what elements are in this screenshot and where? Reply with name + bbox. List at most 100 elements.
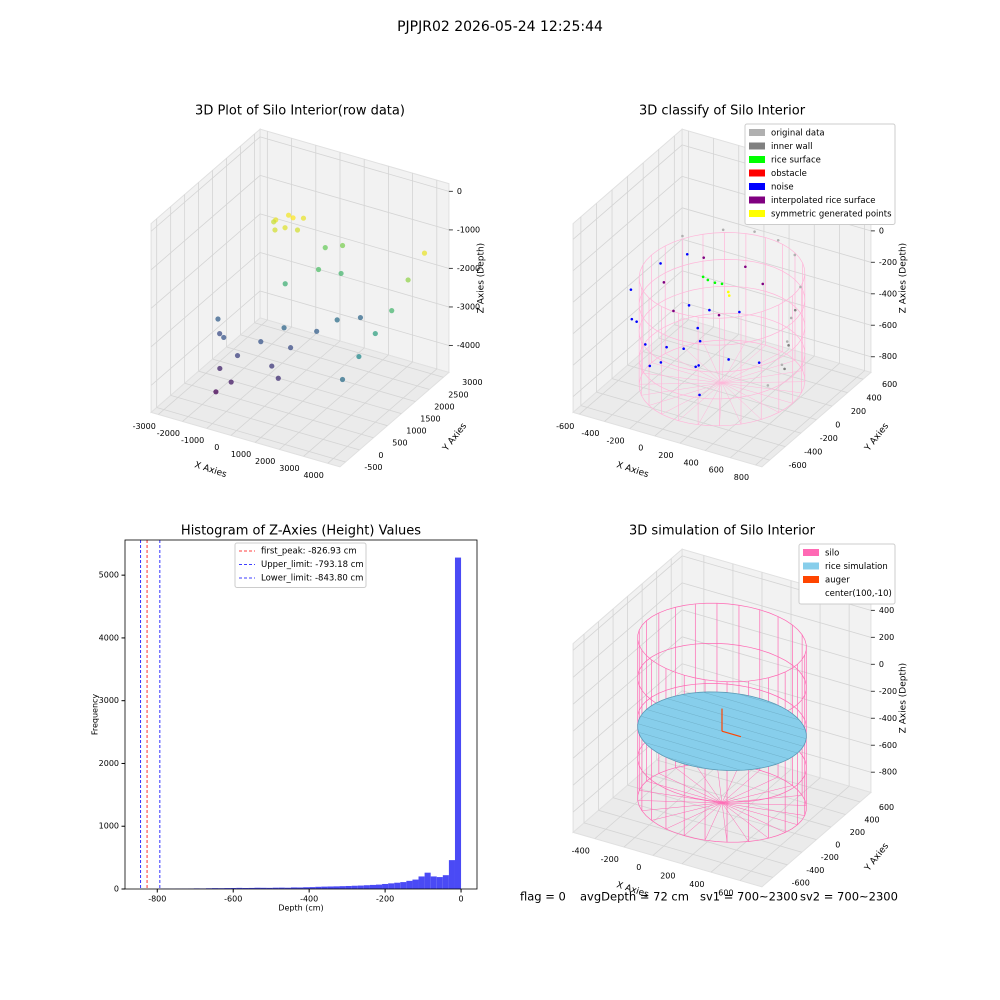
silo-floor — [642, 372, 723, 384]
x-tick-label: -800 — [148, 895, 166, 904]
legend-swatch — [749, 129, 765, 136]
x-tick-label: -400 — [300, 895, 318, 904]
y-tick-label: -600 — [792, 878, 810, 887]
x-tick-label: 0 — [638, 444, 643, 453]
point — [228, 379, 234, 385]
bar — [394, 882, 401, 889]
point — [780, 363, 784, 367]
grid-line — [572, 176, 683, 272]
grid-line — [254, 322, 444, 378]
z-tick-label: 400 — [879, 606, 894, 615]
silo-floor — [678, 382, 723, 421]
bar — [357, 885, 364, 889]
bar — [211, 888, 219, 889]
bar — [345, 885, 352, 889]
silo-floor — [721, 802, 805, 816]
grid-line — [572, 238, 683, 334]
silo-floor — [641, 382, 723, 396]
silo-floor — [697, 382, 723, 425]
bar — [339, 886, 346, 889]
point — [644, 343, 647, 346]
bar — [254, 887, 261, 889]
x-tick-label: -600 — [556, 422, 574, 431]
point — [713, 281, 717, 284]
silo-floor — [639, 382, 723, 385]
y-tick-label: 1500 — [420, 415, 440, 424]
silo-floor — [675, 767, 723, 804]
y-tick-label: 600 — [879, 803, 894, 812]
bar — [406, 880, 413, 889]
bar — [333, 886, 340, 889]
grid-line — [156, 407, 346, 463]
grid-line — [303, 361, 413, 457]
footer-text: sv1 = 700~2300 — [700, 890, 798, 904]
legend-box — [234, 542, 367, 588]
x-tick-label: -400 — [572, 846, 590, 855]
bar — [278, 887, 285, 889]
grid-line — [583, 822, 773, 878]
z-tick-label: -400 — [879, 289, 897, 298]
bar — [424, 872, 431, 889]
z-tick-label: 200 — [879, 633, 894, 642]
legend-label: Upper_limit: -793.18 cm — [261, 560, 364, 570]
y-axis-label: Y Axies — [863, 421, 892, 454]
point — [272, 227, 278, 233]
point — [727, 294, 731, 297]
grid-line — [240, 334, 430, 390]
point — [258, 339, 264, 345]
point — [744, 265, 747, 269]
x-tick-label: 600 — [709, 466, 724, 475]
x-tick-label: -200 — [376, 895, 394, 904]
grid-line — [259, 136, 450, 192]
point — [281, 325, 287, 331]
y-tick-label: 4000 — [99, 633, 119, 642]
rice-mesh — [737, 693, 780, 706]
point — [681, 234, 684, 238]
point — [727, 358, 730, 361]
chart-title: Histogram of Z-Axies (Height) Values — [181, 524, 421, 539]
rice-mesh — [655, 703, 804, 747]
point — [300, 215, 307, 221]
y-tick-label: 0 — [835, 421, 840, 430]
silo-floor — [721, 770, 760, 804]
bar — [248, 887, 255, 889]
rice-mesh — [664, 756, 707, 769]
point — [783, 367, 786, 371]
bar — [442, 875, 449, 889]
point — [672, 309, 675, 313]
grid-line — [230, 340, 341, 436]
legend-swatch — [749, 196, 765, 204]
point — [682, 347, 685, 351]
y-tick-label: 2500 — [448, 390, 468, 399]
legend-label: inner wall — [771, 142, 812, 152]
bar — [418, 876, 425, 889]
silo-floor — [682, 346, 723, 384]
silo-floor — [721, 345, 766, 384]
z-tick-label: 0 — [457, 187, 462, 196]
bar — [218, 888, 225, 889]
bar — [309, 887, 316, 889]
grid-line — [226, 346, 416, 402]
point — [315, 266, 322, 273]
bar — [284, 887, 291, 889]
grid-line — [572, 144, 683, 240]
bar — [272, 887, 279, 889]
point — [234, 352, 241, 359]
z-tick-label: 0 — [879, 660, 884, 669]
point — [287, 345, 294, 351]
silo-floor — [721, 382, 793, 404]
grid-line — [327, 368, 438, 464]
point — [648, 364, 652, 368]
y-tick-label: -200 — [821, 853, 839, 862]
grid-line — [674, 324, 864, 380]
z-axis-label: Z Axies (Depth) — [898, 243, 908, 314]
silo-floor — [721, 370, 803, 384]
point — [322, 245, 328, 251]
point — [708, 308, 711, 312]
point — [221, 334, 227, 341]
grid-line — [206, 333, 317, 429]
point — [662, 281, 666, 284]
grid-line — [572, 663, 683, 759]
y-axis-label: Frequency — [91, 694, 100, 736]
y-tick-label: 3000 — [462, 378, 482, 387]
